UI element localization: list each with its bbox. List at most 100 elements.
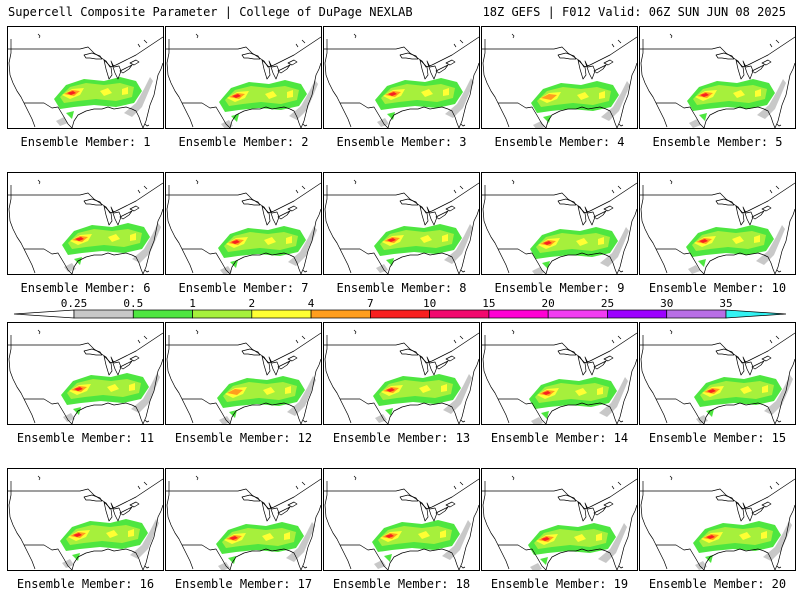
ensemble-member-label: Ensemble Member: 11 (16, 431, 155, 445)
scp-contour-7 (700, 93, 709, 97)
scp-contour-0.25 (218, 522, 315, 570)
scp-contour-7 (541, 537, 550, 541)
ensemble-member-label: Ensemble Member: 13 (332, 431, 471, 445)
scp-contour-1 (700, 381, 774, 401)
basemap-outlines (482, 475, 637, 570)
scp-contour-7 (543, 241, 552, 245)
ensemble-member-label: Ensemble Member: 1 (20, 135, 151, 149)
scp-contour-2 (382, 234, 448, 246)
scp-contour-2 (226, 236, 292, 248)
colorbar-tick-label: 0.25 (61, 297, 88, 310)
scp-contour-1 (699, 527, 773, 547)
scp-contour-0.25 (695, 521, 792, 570)
scp-contour-0.25 (533, 81, 630, 128)
scp-contour-map (8, 179, 163, 274)
scp-contour-1 (225, 86, 299, 106)
colorbar-tick-label: 7 (367, 297, 374, 310)
colorbar-tick-label: 0.5 (123, 297, 143, 310)
ensemble-map-18 (323, 468, 480, 571)
scp-colorbar: 0.25 0.5 1 2 4 7 10 15 20 25 30 35 (13, 297, 787, 319)
ensemble-member-label: Ensemble Member: 18 (332, 577, 471, 591)
scp-contour-2 (225, 386, 291, 398)
ensemble-map-19 (481, 468, 638, 571)
scp-contour-1 (67, 379, 141, 399)
colorbar-tick-label: 15 (482, 297, 495, 310)
basemap-outlines (640, 33, 795, 128)
scp-contour-0.25 (375, 374, 472, 423)
scp-contour-2 (383, 88, 449, 100)
colorbar-segment (73, 309, 134, 319)
colorbar-tick-label: 30 (660, 297, 673, 310)
scp-contour-0.25 (688, 225, 785, 274)
colorbar-under-arrow (13, 309, 75, 319)
ensemble-map-16 (7, 468, 164, 571)
scp-contour-1 (379, 380, 453, 400)
scp-contour-2 (69, 383, 135, 395)
scp-contour-1 (536, 233, 610, 253)
ensemble-map-13 (323, 322, 480, 425)
colorbar-tick-label: 4 (308, 297, 315, 310)
ensemble-member-label: Ensemble Member: 7 (178, 281, 309, 295)
scp-contour-0.25 (689, 79, 786, 128)
ensemble-map-11 (7, 322, 164, 425)
scp-contour-2 (380, 530, 446, 542)
ensemble-member-label: Ensemble Member: 9 (494, 281, 625, 295)
scp-contour-map (324, 475, 479, 570)
scp-contour-0.25 (696, 375, 793, 424)
ensemble-map-6 (7, 172, 164, 275)
scp-contour-0.25 (56, 77, 153, 126)
ensemble-map-7 (165, 172, 322, 275)
ensemble-map-9 (481, 172, 638, 275)
ensemble-map-14 (481, 322, 638, 425)
scp-contour-1 (693, 85, 767, 105)
scp-contour-1 (534, 529, 608, 549)
scp-contour-2 (62, 87, 128, 99)
ensemble-member-label: Ensemble Member: 8 (336, 281, 467, 295)
scp-contour-0.25 (62, 519, 159, 568)
scp-contour-7 (385, 534, 394, 538)
scp-contour-map (324, 329, 479, 424)
scp-contour-2 (537, 387, 603, 399)
scp-contour-1 (68, 229, 142, 249)
scp-contour-map (166, 475, 321, 570)
scp-contour-1 (222, 528, 296, 548)
scp-contour-0.25 (530, 523, 627, 570)
ensemble-map-3 (323, 26, 480, 129)
scp-contour-2 (224, 532, 290, 544)
scp-contour-1 (66, 525, 140, 545)
colorbar-tick-label: 2 (249, 297, 256, 310)
scp-contour-1 (537, 87, 611, 107)
scp-contour-1 (224, 232, 298, 252)
colorbar-over-arrow (725, 309, 787, 319)
scp-contour-7 (542, 391, 551, 395)
colorbar-tick-label: 10 (423, 297, 436, 310)
scp-contour-7 (75, 237, 84, 241)
ensemble-map-2 (165, 26, 322, 129)
scp-contour-map (166, 179, 321, 274)
scp-contour-map (482, 33, 637, 128)
scp-contour-0.25 (64, 223, 161, 272)
scp-contour-map (324, 179, 479, 274)
ensemble-member-label: Ensemble Member: 14 (490, 431, 629, 445)
ensemble-map-1 (7, 26, 164, 129)
scp-contour-map (640, 33, 795, 128)
ensemble-member-label: Ensemble Member: 17 (174, 577, 313, 591)
scp-contour-map (8, 33, 163, 128)
scp-contour-1 (535, 383, 609, 403)
scp-contour-map (482, 475, 637, 570)
scp-contour-2 (539, 91, 605, 103)
ensemble-member-label: Ensemble Member: 10 (648, 281, 787, 295)
scp-contour-1 (692, 231, 766, 251)
ensemble-member-label: Ensemble Member: 12 (174, 431, 313, 445)
ensemble-member-label: Ensemble Member: 15 (648, 431, 787, 445)
scp-contour-map (166, 33, 321, 128)
scp-contour-1 (378, 526, 452, 546)
colorbar-segment (429, 309, 490, 319)
scp-contour-7 (388, 92, 397, 96)
scp-contour-0.25 (374, 520, 471, 569)
ensemble-member-label: Ensemble Member: 3 (336, 135, 467, 149)
colorbar-tick-label: 20 (542, 297, 555, 310)
ensemble-map-4 (481, 26, 638, 129)
scp-contour-0.25 (219, 376, 316, 424)
scp-contour-7 (231, 240, 240, 244)
